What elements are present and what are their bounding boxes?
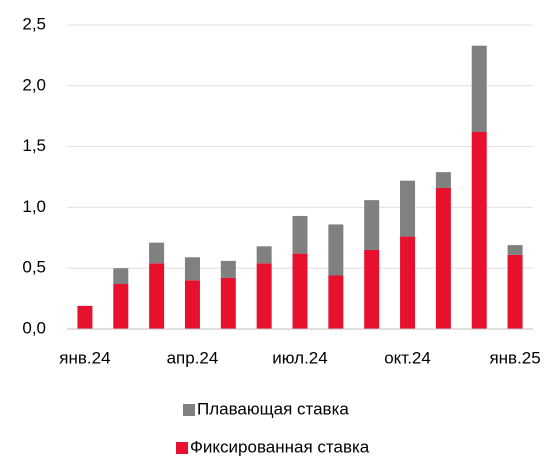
- y-tick-label: 0,0: [22, 318, 46, 337]
- y-tick-label: 1,0: [22, 197, 46, 216]
- bar-segment: [507, 245, 523, 255]
- y-tick-label: 2,0: [22, 75, 46, 94]
- bar-segment: [149, 263, 165, 329]
- y-tick-label: 2,5: [22, 14, 46, 33]
- legend-swatch: [183, 404, 195, 416]
- bar-segment: [435, 187, 451, 329]
- bar-segment: [328, 224, 344, 276]
- legend-label: Плавающая ставка: [197, 399, 349, 418]
- bar-segment: [400, 180, 416, 237]
- bar-segment: [220, 277, 236, 329]
- bar-segment: [184, 280, 200, 329]
- x-tick-label: апр.24: [167, 348, 219, 367]
- bar-segment: [256, 263, 272, 329]
- x-tick-label: июл.24: [272, 348, 327, 367]
- bar-segment: [471, 45, 487, 133]
- x-tick-label: окт.24: [384, 348, 431, 367]
- bar-segment: [328, 275, 344, 329]
- bar-segment: [149, 242, 165, 264]
- legend-label: Фиксированная ставка: [190, 437, 370, 456]
- bar-segment: [256, 246, 272, 264]
- x-tick-label: янв.25: [489, 348, 540, 367]
- bar-segment: [507, 254, 523, 329]
- bar-segment: [113, 284, 129, 329]
- bar-segment: [184, 257, 200, 281]
- bar-segment: [400, 236, 416, 329]
- bar-segment: [364, 249, 380, 329]
- bar-segment: [471, 132, 487, 329]
- bar-segment: [77, 305, 93, 329]
- y-tick-label: 0,5: [22, 258, 46, 277]
- bar-segment: [220, 260, 236, 278]
- bar-segment: [435, 172, 451, 188]
- y-tick-label: 1,5: [22, 136, 46, 155]
- bar-segment: [113, 268, 129, 285]
- x-tick-label: янв.24: [59, 348, 110, 367]
- bar-segment: [292, 253, 308, 329]
- bar-segment: [292, 215, 308, 254]
- bar-segment: [364, 200, 380, 250]
- legend-swatch: [176, 442, 188, 454]
